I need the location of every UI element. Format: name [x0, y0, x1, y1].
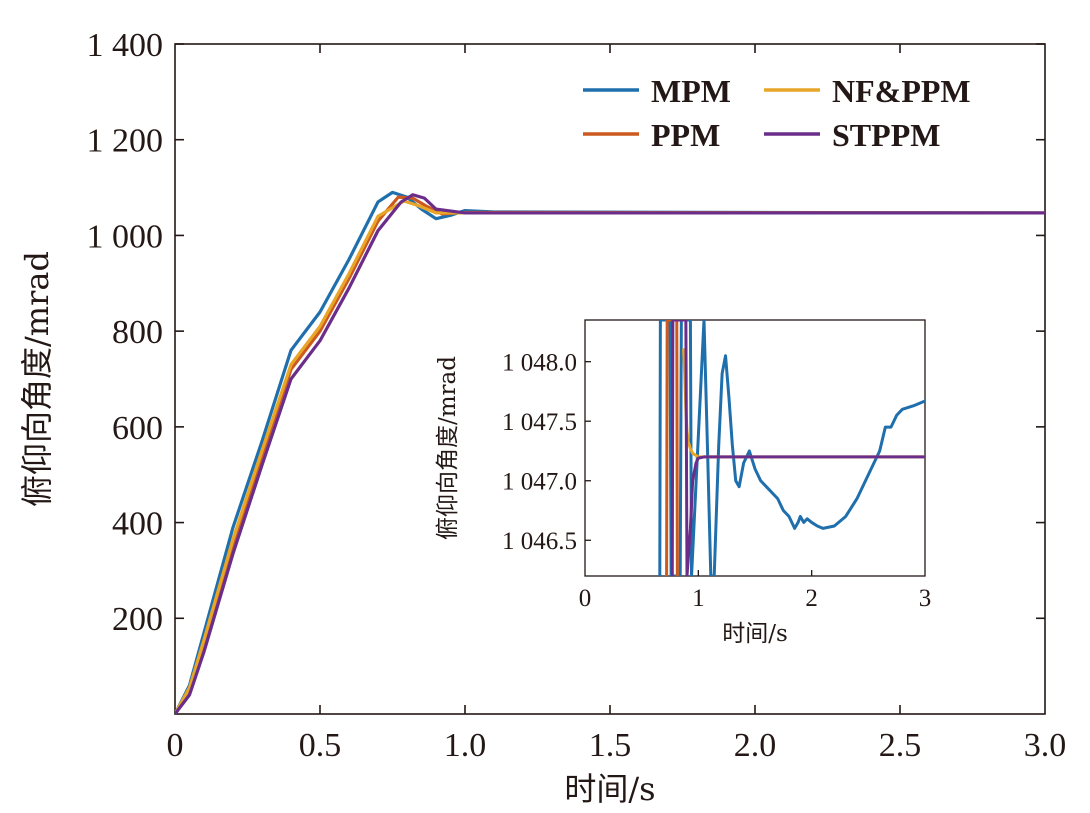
main-series-line-nf-ppm [175, 199, 1045, 714]
inset-plot-frame [584, 319, 926, 577]
main-y-axis-title: 俯仰向角度/mrad [18, 251, 56, 507]
main-x-tick-label: 1.0 [444, 727, 487, 764]
inset-y-tick-label: 1 047.5 [502, 409, 577, 436]
main-x-tick-label: 2.5 [879, 727, 922, 764]
inset-series-line-ppm [665, 320, 679, 576]
main-y-tick-label: 800 [112, 314, 163, 351]
main-series-line-stppm [175, 193, 1045, 714]
main-legend: MPM PPM NF&PPM STPPM [583, 73, 971, 153]
inset-x-tick-label: 3 [919, 585, 932, 612]
main-series-group [175, 190, 1045, 714]
main-x-axis-title: 时间/s [564, 770, 655, 808]
main-x-tick-label: 3.0 [1024, 727, 1067, 764]
legend-label: PPM [651, 117, 720, 153]
main-y-tick-label: 200 [112, 601, 163, 638]
inset-y-tick-label: 1 046.5 [502, 528, 577, 555]
main-x-tick-label: 0.5 [299, 727, 342, 764]
legend-label: NF&PPM [832, 73, 971, 109]
main-x-tick-label: 1.5 [589, 727, 632, 764]
inset-x-tick-label: 2 [805, 585, 818, 612]
inset-y-tick-label: 1 048.0 [502, 349, 577, 376]
legend-label: STPPM [832, 117, 940, 153]
inset-series-group [658, 320, 925, 576]
inset-x-tick-label: 0 [579, 585, 592, 612]
legend-item: NF&PPM [764, 73, 971, 109]
inset-x-tick-label: 1 [692, 585, 705, 612]
main-x-tick-label: 0 [167, 727, 184, 764]
main-y-tick-label: 1 400 [87, 27, 164, 64]
legend-label: MPM [651, 73, 731, 109]
main-y-tick-label: 1 200 [87, 123, 164, 160]
inset-y-axis-title: 俯仰向角度/mrad [435, 356, 461, 540]
inset-series-line-stppm [670, 320, 925, 576]
inset-y-tick-label: 1 047.0 [502, 468, 577, 495]
legend-item: STPPM [764, 117, 940, 153]
main-y-tick-label: 600 [112, 410, 163, 447]
legend-item: MPM [583, 73, 731, 109]
inset-chart: 0 1 2 3 1 046.5 1 047.0 1 047.5 1 048.0 时间/s 俯仰向角… [435, 319, 932, 647]
inset-x-axis-title: 时间/s [722, 621, 788, 647]
main-y-tick-label: 1 000 [87, 218, 164, 255]
main-y-tick-label: 400 [112, 505, 163, 542]
main-x-tick-label: 2.0 [734, 727, 777, 764]
legend-item: PPM [583, 117, 720, 153]
